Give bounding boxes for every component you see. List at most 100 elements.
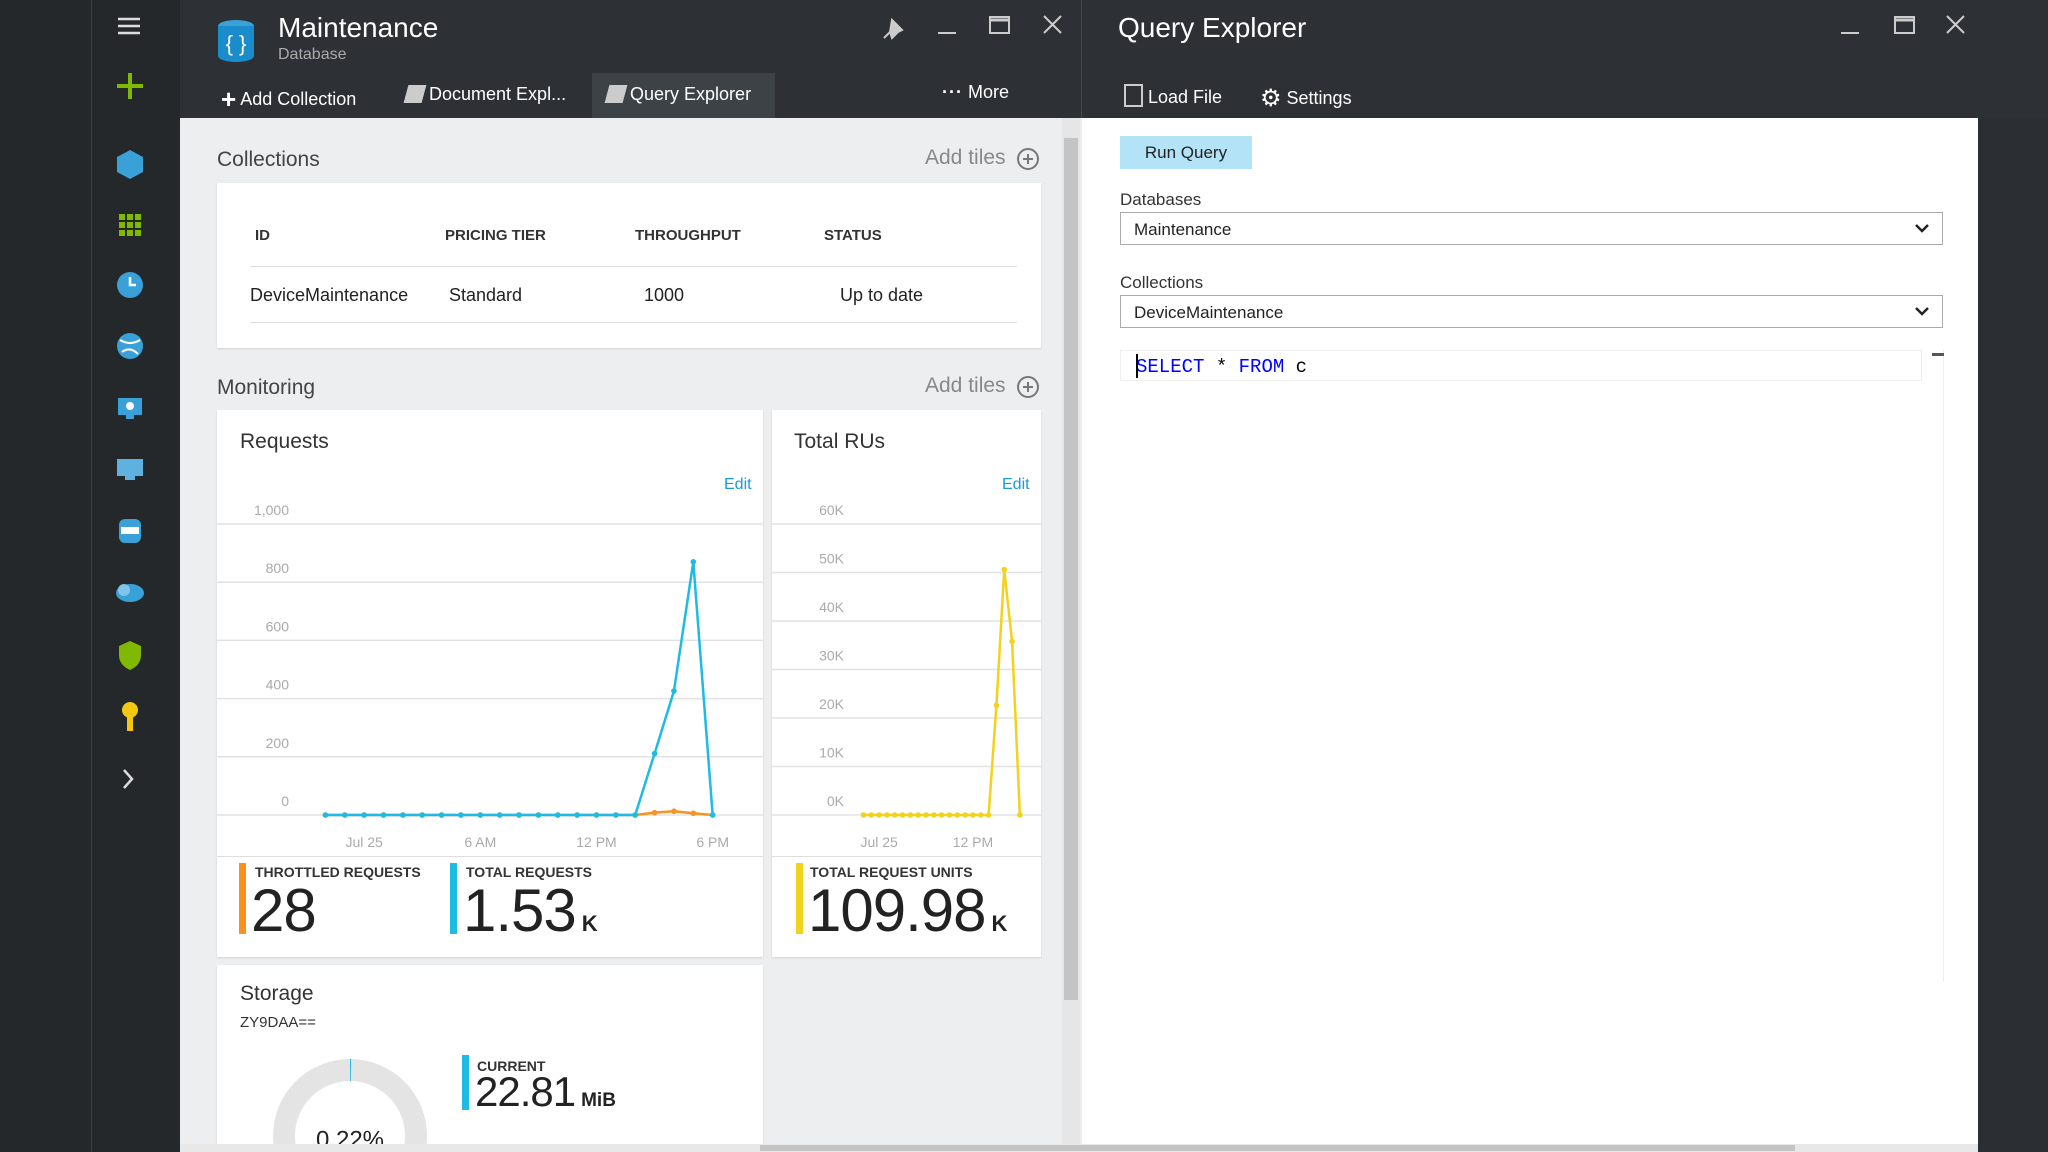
x-tick-label: 6 PM [696, 834, 729, 850]
storage-tile[interactable]: Storage ZY9DAA== 0.22% CURRENT 22.81 MiB [217, 965, 763, 1152]
data-point [496, 812, 503, 818]
data-point [709, 812, 716, 818]
x-tick-label: Jul 25 [345, 834, 383, 850]
data-point [671, 688, 677, 694]
data-point [651, 809, 658, 816]
data-point [876, 812, 882, 818]
data-point [860, 812, 867, 818]
add-tiles[interactable]: Add tiles [925, 374, 1006, 397]
data-point [632, 812, 639, 818]
add-icon[interactable] [1015, 146, 1041, 172]
data-point [985, 812, 992, 818]
x-tick-label: 6 AM [464, 834, 496, 850]
toolbar-label: Document Expl... [429, 84, 567, 104]
data-point [651, 750, 658, 757]
requests-tile[interactable]: Requests Edit 0 200 400 600 800 1,000 Jul 25 6 … [217, 410, 763, 957]
data-point [438, 812, 445, 818]
field-label: Collections [1120, 273, 1204, 292]
metric-bar [462, 1055, 469, 1110]
data-point [690, 810, 697, 817]
y-tick-label: 30K [819, 648, 845, 664]
data-point [554, 812, 561, 818]
data-point [977, 812, 984, 818]
svg-text:{ }: { } [226, 31, 247, 56]
data-point [868, 812, 875, 818]
metric-number: 1.53 [463, 877, 577, 944]
y-tick-label: 200 [266, 735, 290, 751]
run-query-button[interactable]: Run Query [1120, 136, 1252, 169]
toolbar-button[interactable]: ⚙ Settings [1260, 85, 1352, 112]
data-point [458, 812, 464, 818]
data-point [613, 812, 619, 818]
data-point [380, 812, 387, 818]
toolbar-button[interactable]: + Add Collection [221, 84, 357, 114]
toolbar-button[interactable]: Query Explorer [604, 84, 751, 105]
data-point [899, 812, 906, 818]
table-cell: 1000 [644, 285, 685, 305]
metric-value: 1.53 K [463, 876, 598, 945]
toolbar-button[interactable]: ··· More [942, 82, 1010, 102]
dropdown[interactable]: DeviceMaintenance [1120, 295, 1943, 328]
metric-number: 22.81 [475, 1068, 576, 1115]
data-point [970, 812, 976, 818]
add-tiles[interactable]: Add tiles [925, 146, 1006, 169]
token: c [1295, 356, 1308, 378]
data-point [931, 812, 937, 818]
metric-number: 28 [251, 877, 317, 944]
y-tick-label: 600 [266, 618, 290, 634]
metric-value: 109.98 K [808, 876, 1007, 945]
series-line [863, 569, 1022, 817]
token: * [1215, 356, 1228, 378]
window-controls[interactable] [870, 8, 1980, 48]
dropdown[interactable]: Maintenance [1120, 212, 1943, 245]
data-point [915, 812, 922, 818]
blade-title: Maintenance [278, 12, 439, 43]
edit-link[interactable]: Edit [724, 476, 752, 493]
metric-unit: K [991, 911, 1008, 936]
dropdown-value: DeviceMaintenance [1134, 303, 1284, 322]
metric-unit: MiB [581, 1090, 616, 1111]
x-tick-label: 12 PM [576, 834, 616, 850]
data-point [1001, 566, 1008, 573]
h-scrollbar[interactable] [180, 1144, 1978, 1152]
data-point [361, 812, 367, 818]
data-point [690, 559, 697, 565]
add-icon[interactable] [1015, 374, 1041, 400]
edit-link[interactable]: Edit [1002, 476, 1030, 493]
chart: 0 200 400 600 800 1,000 Jul 25 6 AM 12 PM 6 PM [217, 502, 763, 850]
metric-label: TOTAL REQUESTS [466, 864, 593, 880]
rus-tile[interactable]: Total RUs Edit 0K 10K 20K 30K 40K 50K 60K Jul 2… [772, 410, 1041, 957]
field-label: Databases [1120, 190, 1202, 209]
section-title: Monitoring [217, 376, 316, 399]
metric-number: 109.98 [808, 877, 987, 944]
tile-subtitle: ZY9DAA== [240, 1014, 316, 1031]
y-tick-label: 400 [266, 677, 290, 693]
table-header: PRICING TIER [445, 227, 546, 244]
table-cell[interactable]: DeviceMaintenance [250, 285, 409, 305]
tile-title: Requests [240, 430, 329, 453]
table-cell: Standard [449, 285, 523, 305]
query-editor[interactable]: SELECT * FROM c [1120, 350, 1944, 982]
toolbar-button[interactable]: Load File [1124, 84, 1222, 108]
sidebar-icons [116, 17, 144, 789]
section-title: Collections [217, 148, 320, 171]
right-blade [1082, 118, 1978, 1152]
scrollbar[interactable] [1062, 118, 1080, 1152]
data-point [907, 812, 914, 818]
data-point [1009, 638, 1015, 645]
toolbar-button[interactable]: Document Expl... [403, 84, 567, 105]
sidebar [0, 0, 180, 1152]
y-tick-label: 0K [827, 793, 845, 809]
data-point [535, 812, 542, 818]
data-point [593, 812, 600, 818]
y-tick-label: 10K [819, 745, 845, 761]
toolbar-label: Add Collection [240, 89, 357, 109]
data-point [574, 812, 580, 818]
data-point [341, 812, 348, 818]
y-tick-label: 60K [819, 502, 845, 518]
data-point [419, 812, 426, 818]
metric-label: CURRENT [477, 1058, 546, 1074]
data-point [516, 812, 522, 818]
table-header: ID [255, 227, 270, 244]
